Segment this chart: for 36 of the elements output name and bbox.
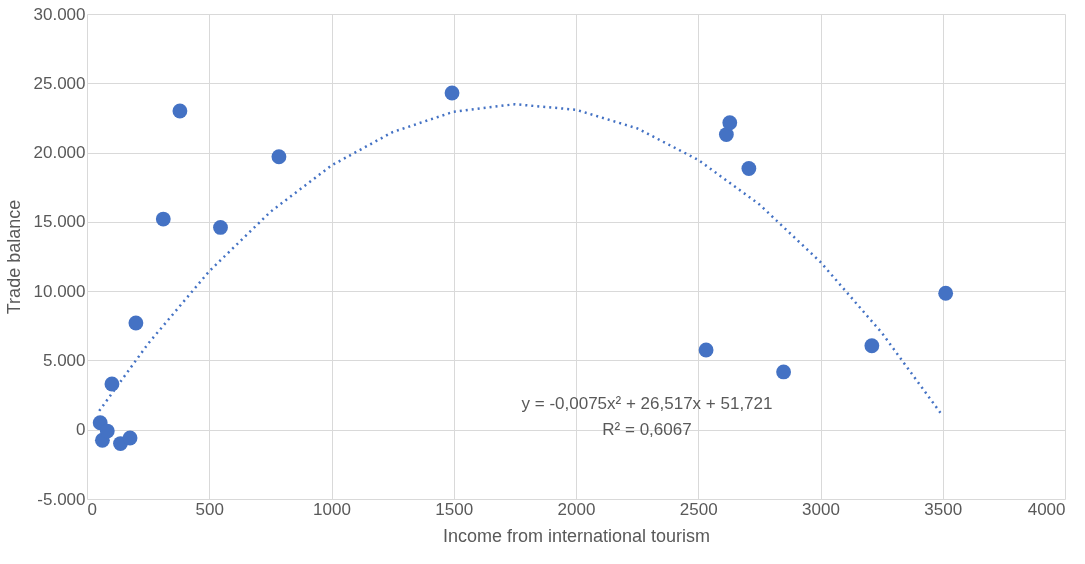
x-tick-label: 1500	[435, 499, 474, 519]
point	[271, 149, 287, 165]
point	[122, 430, 138, 446]
y-tick-label: 15.000	[33, 212, 86, 232]
x-tick-label: 2000	[557, 499, 596, 519]
x-tick-label: 4000	[1027, 499, 1066, 519]
annotation: R² = 0,6067	[602, 420, 692, 439]
point	[698, 342, 714, 358]
x-tick-label: 2500	[679, 499, 718, 519]
point	[776, 364, 791, 380]
annotation: y = -0,0075x² + 26,517x + 51,721	[521, 394, 773, 413]
y-tick-label: 0	[76, 420, 86, 440]
point	[172, 103, 188, 119]
point	[718, 127, 734, 142]
point	[99, 423, 115, 439]
x-tick-label: 3000	[802, 499, 840, 519]
y-tick-label: 30.000	[33, 4, 86, 24]
point	[104, 376, 120, 392]
point	[938, 285, 954, 301]
y-tick-label: 10.000	[33, 281, 86, 301]
x-tick-label: 1000	[313, 499, 351, 519]
point	[213, 220, 228, 235]
y-tick-label: 5.000	[42, 350, 86, 370]
y-tick-label: 25.000	[33, 73, 86, 93]
point	[722, 115, 738, 131]
y-axis-title: Trade balance	[3, 199, 24, 315]
point	[864, 338, 880, 354]
y-tick-label: -5.000	[37, 489, 86, 509]
x-tick-label: 500	[195, 499, 224, 519]
point	[155, 211, 171, 227]
point	[444, 85, 460, 101]
x-tick-label: 3500	[924, 499, 963, 519]
point	[741, 161, 757, 176]
y-tick-label: 20.000	[33, 143, 86, 163]
point	[128, 315, 144, 331]
x-axis-title: Income from international tourism	[442, 525, 711, 546]
